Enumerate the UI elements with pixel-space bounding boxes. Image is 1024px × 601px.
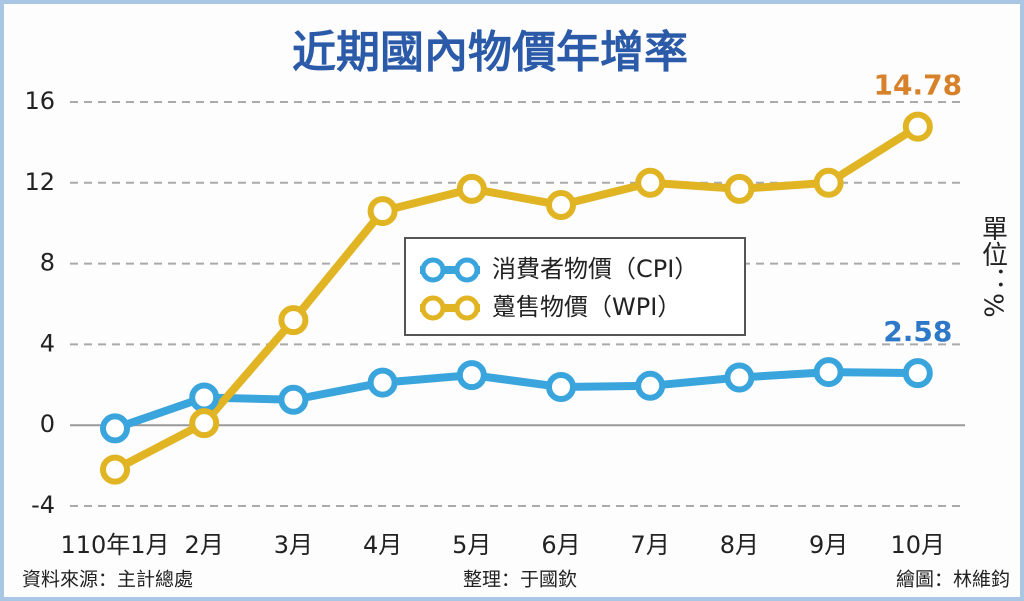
legend-label: 躉售物價（WPI） — [492, 293, 681, 321]
y-tick-label: 16 — [24, 87, 55, 115]
y-tick-label: 4 — [40, 329, 55, 357]
chart-title: 近期國內物價年增率 — [292, 27, 688, 78]
x-tick-label: 5月 — [452, 531, 491, 559]
series-line — [113, 368, 918, 433]
point-marker — [278, 305, 309, 336]
legend-marker — [454, 257, 480, 283]
series-line — [113, 123, 920, 474]
point-marker — [367, 367, 398, 398]
point-marker — [189, 408, 220, 439]
point-marker — [367, 196, 398, 227]
x-tick-label: 4月 — [363, 531, 402, 559]
point-marker — [546, 190, 576, 221]
legend-marker — [420, 295, 446, 321]
value-label: 2.58 — [883, 315, 952, 348]
point-marker — [724, 173, 755, 204]
x-tick-label: 110年1月 — [60, 531, 169, 559]
point-marker — [278, 384, 309, 415]
y-tick-label: 8 — [40, 249, 55, 277]
legend-marker — [420, 257, 446, 283]
point-marker — [902, 358, 933, 389]
unit-label: 單位：% — [978, 215, 1008, 318]
point-marker — [635, 167, 666, 198]
y-tick-label: 0 — [40, 410, 55, 438]
value-label: 14.78 — [874, 69, 963, 102]
point-marker — [546, 372, 576, 403]
legend-marker — [454, 295, 480, 321]
legend-label: 消費者物價（CPI） — [492, 255, 698, 283]
graphic-note: 繪圖：林維鈞 — [896, 569, 1010, 591]
x-tick-label: 9月 — [809, 531, 848, 559]
y-tick-label: -4 — [31, 491, 55, 519]
point-marker — [456, 360, 487, 391]
point-marker — [189, 382, 220, 413]
y-tick-label: 12 — [24, 168, 55, 196]
x-tick-label: 3月 — [274, 531, 313, 559]
x-tick-label: 10月 — [891, 531, 946, 559]
point-marker — [724, 362, 755, 393]
x-tick-label: 6月 — [541, 531, 580, 559]
point-marker — [813, 167, 844, 198]
source-note: 資料來源：主計總處 — [22, 569, 193, 591]
point-marker — [456, 173, 487, 204]
point-marker — [902, 111, 933, 142]
point-marker — [813, 357, 844, 388]
point-marker — [100, 413, 130, 444]
x-tick-label: 8月 — [720, 531, 759, 559]
point-marker — [635, 370, 666, 401]
point-marker — [100, 454, 130, 485]
x-tick-label: 7月 — [631, 531, 670, 559]
editor-note: 整理：于國欽 — [463, 569, 577, 591]
x-tick-label: 2月 — [185, 531, 224, 559]
